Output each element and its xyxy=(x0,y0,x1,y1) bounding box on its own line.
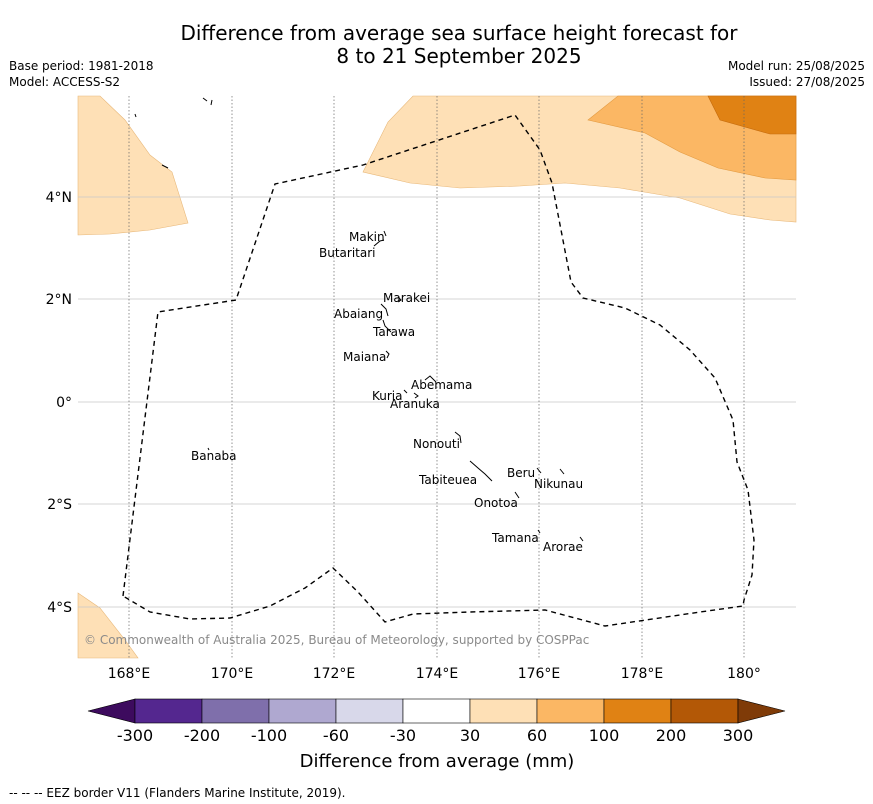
meta-left: Base period: 1981-2018 Model: ACCESS-S2 xyxy=(9,58,154,90)
colorbar-bin-2 xyxy=(201,698,270,724)
base-period: Base period: 1981-2018 xyxy=(9,59,154,73)
island-shape-tamana xyxy=(537,529,541,534)
island-label-beru: Beru xyxy=(507,466,535,480)
island-shape-north-2 xyxy=(161,164,169,169)
x-tick-172e: 172°E xyxy=(313,666,356,682)
colorbar-bin-9 xyxy=(670,698,739,724)
island-label-marakei: Marakei xyxy=(383,291,430,305)
island-shape-arorae xyxy=(579,536,584,542)
island-shape-maiana xyxy=(385,350,390,359)
island-label-onotoa: Onotoa xyxy=(474,496,518,510)
island-shape-tarawa xyxy=(382,319,392,333)
colorbar-extend-low xyxy=(87,698,136,724)
anomaly-fill-100-200 xyxy=(707,95,797,135)
island-shape-nonouti xyxy=(454,431,462,444)
y-tick-2n: 2°N xyxy=(46,292,72,308)
island-label-nonouti: Nonouti xyxy=(413,437,460,451)
colorbar-tick: 300 xyxy=(723,726,754,745)
copyright-notice: © Commonwealth of Australia 2025, Bureau… xyxy=(84,633,589,647)
x-tick-170e: 170°E xyxy=(211,666,254,682)
colorbar-tick: -100 xyxy=(251,726,287,745)
colorbar-tick: -60 xyxy=(323,726,349,745)
y-tick-0: 0° xyxy=(56,395,72,411)
meta-right: Model run: 25/08/2025 Issued: 27/08/2025 xyxy=(728,58,865,90)
model-name: Model: ACCESS-S2 xyxy=(9,75,121,89)
x-tick-176e: 176°E xyxy=(518,666,561,682)
colorbar-tick: -30 xyxy=(390,726,416,745)
island-label-arorae: Arorae xyxy=(543,540,583,554)
colorbar-tick: 60 xyxy=(527,726,547,745)
island-shape-abaiang xyxy=(380,303,389,317)
y-tick-2s: 2°S xyxy=(47,497,72,513)
island-shape-nikunau xyxy=(559,468,565,475)
colorbar-bin-4 xyxy=(335,698,404,724)
colorbar-bin-3 xyxy=(268,698,337,724)
island-outlines xyxy=(134,97,584,542)
island-shape-north-4 xyxy=(210,99,213,106)
island-labels: Makin Butaritari Marakei Abaiang Tarawa … xyxy=(191,230,583,554)
colorbar-bin-5 xyxy=(402,698,471,724)
island-label-maiana: Maiana xyxy=(343,350,386,364)
issued-date: Issued: 27/08/2025 xyxy=(749,75,865,89)
x-tick-168e: 168°E xyxy=(108,666,151,682)
colorbar-tick: 30 xyxy=(460,726,480,745)
colorbar-label: Difference from average (mm) xyxy=(300,751,575,772)
colorbar-tick-labels: -300 -200 -100 -60 -30 30 60 100 200 300 xyxy=(117,726,753,745)
colorbar-tick: -200 xyxy=(184,726,220,745)
anomaly-fill-30-60-topleft xyxy=(77,95,189,236)
colorbar-tick: -300 xyxy=(117,726,153,745)
island-label-abemama: Abemama xyxy=(411,378,472,392)
island-label-tarawa: Tarawa xyxy=(372,325,415,339)
x-tick-180: 180° xyxy=(727,666,761,682)
island-shape-banaba xyxy=(207,447,210,451)
colorbar: -300 -200 -100 -60 -30 30 60 100 200 300… xyxy=(87,698,786,772)
eez-border xyxy=(122,114,755,627)
x-axis-ticks: 168°E 170°E 172°E 174°E 176°E 178°E 180° xyxy=(108,666,761,682)
y-tick-4n: 4°N xyxy=(46,190,72,206)
anomaly-fill-30-60-bottomleft xyxy=(77,592,139,659)
colorbar-bin-1 xyxy=(134,698,203,724)
y-axis-ticks: 4°N 2°N 0° 2°S 4°S xyxy=(46,190,73,616)
island-label-butaritari: Butaritari xyxy=(319,246,376,260)
model-run: Model run: 25/08/2025 xyxy=(727,59,865,73)
island-shape-tabiteuea xyxy=(469,460,493,482)
colorbar-tick: 200 xyxy=(656,726,687,745)
colorbar-bin-8 xyxy=(603,698,672,724)
x-tick-178e: 178°E xyxy=(621,666,664,682)
x-tick-174e: 174°E xyxy=(416,666,459,682)
colorbar-extend-high xyxy=(737,698,786,724)
longitude-gridlines xyxy=(128,96,745,658)
map-area: Makin Butaritari Marakei Abaiang Tarawa … xyxy=(77,95,797,659)
title-line-1: Difference from average sea surface heig… xyxy=(180,21,738,45)
eez-footnote: -- -- -- EEZ border V11 (Flanders Marine… xyxy=(9,786,346,800)
island-label-abaiang: Abaiang xyxy=(334,307,383,321)
island-label-nikunau: Nikunau xyxy=(534,477,583,491)
island-shape-makin xyxy=(383,230,387,237)
island-label-tamana: Tamana xyxy=(491,531,539,545)
island-shape-north-1 xyxy=(134,113,137,118)
island-shape-abemama xyxy=(424,375,437,383)
island-label-aranuka: Aranuka xyxy=(390,397,440,411)
colorbar-tick: 100 xyxy=(589,726,620,745)
island-shape-kuria xyxy=(403,389,408,394)
island-shape-aranuka xyxy=(413,392,419,399)
title-line-2: 8 to 21 September 2025 xyxy=(336,44,582,68)
colorbar-bin-7 xyxy=(536,698,605,724)
island-shape-onotoa xyxy=(514,491,520,499)
island-label-makin: Makin xyxy=(349,230,385,244)
colorbar-bin-6 xyxy=(469,698,538,724)
island-shape-butaritari xyxy=(373,239,385,247)
island-label-kuria: Kuria xyxy=(372,389,403,403)
island-label-tabiteuea: Tabiteuea xyxy=(418,473,477,487)
map-title: Difference from average sea surface heig… xyxy=(0,22,873,68)
y-tick-4s: 4°S xyxy=(47,600,72,616)
island-shape-marakei xyxy=(397,296,402,303)
island-shape-beru xyxy=(536,467,542,474)
island-label-banaba: Banaba xyxy=(191,449,237,463)
island-shape-north-3 xyxy=(202,97,208,102)
